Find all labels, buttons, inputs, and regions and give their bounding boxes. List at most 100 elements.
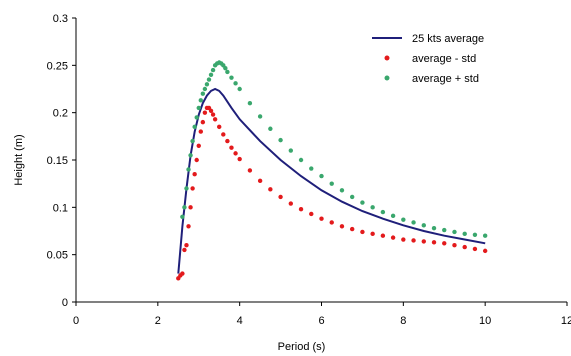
point-average-minus-std xyxy=(212,117,218,122)
point-average-minus-std xyxy=(390,235,396,240)
point-average-plus-std xyxy=(237,86,242,92)
point-average-plus-std xyxy=(421,223,426,228)
y-tick-label: 0.05 xyxy=(47,250,68,262)
point-average-plus-std xyxy=(380,209,386,215)
legend-label: average + std xyxy=(412,73,479,85)
point-average-plus-std xyxy=(233,81,238,86)
legend: 25 kts average average - std average + std xyxy=(372,33,484,85)
point-average-minus-std xyxy=(237,156,242,162)
point-average-plus-std xyxy=(247,101,253,106)
point-average-minus-std xyxy=(349,226,355,232)
point-average-minus-std xyxy=(180,271,185,276)
point-average-plus-std xyxy=(329,181,334,186)
y-tick-label: 0.15 xyxy=(47,155,68,167)
point-average-plus-std xyxy=(360,200,365,205)
point-average-plus-std xyxy=(411,220,416,225)
x-axis-title: Period (s) xyxy=(278,341,326,353)
point-average-plus-std xyxy=(349,194,355,200)
x-tick-label: 4 xyxy=(237,315,243,327)
x-tick-label: 12 xyxy=(561,315,571,327)
point-average-plus-std xyxy=(288,148,294,153)
point-average-plus-std xyxy=(194,115,199,120)
point-average-plus-std xyxy=(278,137,283,143)
point-average-plus-std xyxy=(431,225,437,231)
x-tick-label: 10 xyxy=(479,315,491,327)
point-average-minus-std xyxy=(257,178,263,184)
point-average-minus-std xyxy=(202,110,208,115)
y-tick-label: 0.1 xyxy=(53,202,68,214)
y-tick-label: 0 xyxy=(62,297,68,309)
point-average-plus-std xyxy=(229,75,234,80)
point-average-minus-std xyxy=(309,211,314,217)
series-layer xyxy=(176,60,488,281)
point-average-minus-std xyxy=(462,244,467,250)
point-average-plus-std xyxy=(200,91,206,96)
point-average-plus-std xyxy=(192,124,197,130)
point-average-plus-std xyxy=(452,229,457,235)
point-average-plus-std xyxy=(204,82,210,87)
x-tick-label: 2 xyxy=(155,315,161,327)
point-average-minus-std xyxy=(217,124,222,130)
point-average-minus-std xyxy=(192,172,197,177)
point-average-minus-std xyxy=(208,108,214,113)
point-average-minus-std xyxy=(225,138,230,144)
point-average-plus-std xyxy=(257,114,263,119)
point-average-minus-std xyxy=(229,145,234,150)
point-average-plus-std xyxy=(223,65,228,71)
y-tick-label: 0.3 xyxy=(53,13,68,25)
point-average-minus-std xyxy=(268,187,273,192)
point-average-minus-std xyxy=(431,240,437,245)
point-average-plus-std xyxy=(180,214,185,219)
point-average-plus-std xyxy=(202,86,208,92)
point-average-plus-std xyxy=(225,69,230,75)
point-average-plus-std xyxy=(206,77,212,82)
y-axis-title: Height (m) xyxy=(13,134,25,185)
point-average-plus-std xyxy=(196,105,201,111)
axes: 0 0.05 0.1 0.15 0.2 0.25 0.3 0 2 4 6 8 10 12 xyxy=(47,13,571,327)
point-average-plus-std xyxy=(198,98,203,103)
point-average-minus-std xyxy=(182,247,187,253)
point-average-minus-std xyxy=(472,246,478,252)
point-average-minus-std xyxy=(298,207,304,212)
point-average-plus-std xyxy=(370,205,375,210)
point-average-minus-std xyxy=(188,205,193,210)
point-average-minus-std xyxy=(184,243,189,248)
point-average-minus-std xyxy=(370,231,375,237)
point-average-plus-std xyxy=(208,72,214,78)
x-tick-label: 8 xyxy=(400,315,406,327)
point-average-plus-std xyxy=(186,167,191,172)
point-average-minus-std xyxy=(482,248,488,254)
legend-label: 25 kts average xyxy=(412,33,484,45)
point-average-plus-std xyxy=(319,173,324,179)
point-average-plus-std xyxy=(401,217,406,222)
series-line-25-kts-average xyxy=(177,87,486,274)
point-average-plus-std xyxy=(390,213,396,219)
point-average-plus-std xyxy=(339,188,345,193)
point-average-plus-std xyxy=(190,138,195,144)
point-average-plus-std xyxy=(268,126,273,131)
point-average-minus-std xyxy=(288,201,294,206)
point-average-minus-std xyxy=(247,168,253,173)
point-average-minus-std xyxy=(198,129,203,134)
point-average-minus-std xyxy=(221,132,226,137)
point-average-minus-std xyxy=(360,229,365,235)
point-average-plus-std xyxy=(482,233,488,238)
point-average-plus-std xyxy=(298,157,304,163)
point-average-plus-std xyxy=(462,231,467,237)
point-average-minus-std xyxy=(200,119,206,125)
point-average-minus-std xyxy=(196,143,201,148)
point-average-plus-std xyxy=(309,166,314,171)
point-average-minus-std xyxy=(319,216,324,221)
point-average-plus-std xyxy=(472,232,478,237)
point-average-minus-std xyxy=(194,157,199,163)
point-average-minus-std xyxy=(442,241,447,246)
legend-swatch-marker xyxy=(384,75,390,81)
point-average-minus-std xyxy=(186,224,191,229)
point-average-minus-std xyxy=(411,238,416,243)
legend-swatch-marker xyxy=(384,55,390,61)
point-average-minus-std xyxy=(329,220,334,225)
point-average-minus-std xyxy=(233,151,238,156)
point-average-plus-std xyxy=(210,67,216,73)
y-tick-label: 0.25 xyxy=(47,60,68,72)
